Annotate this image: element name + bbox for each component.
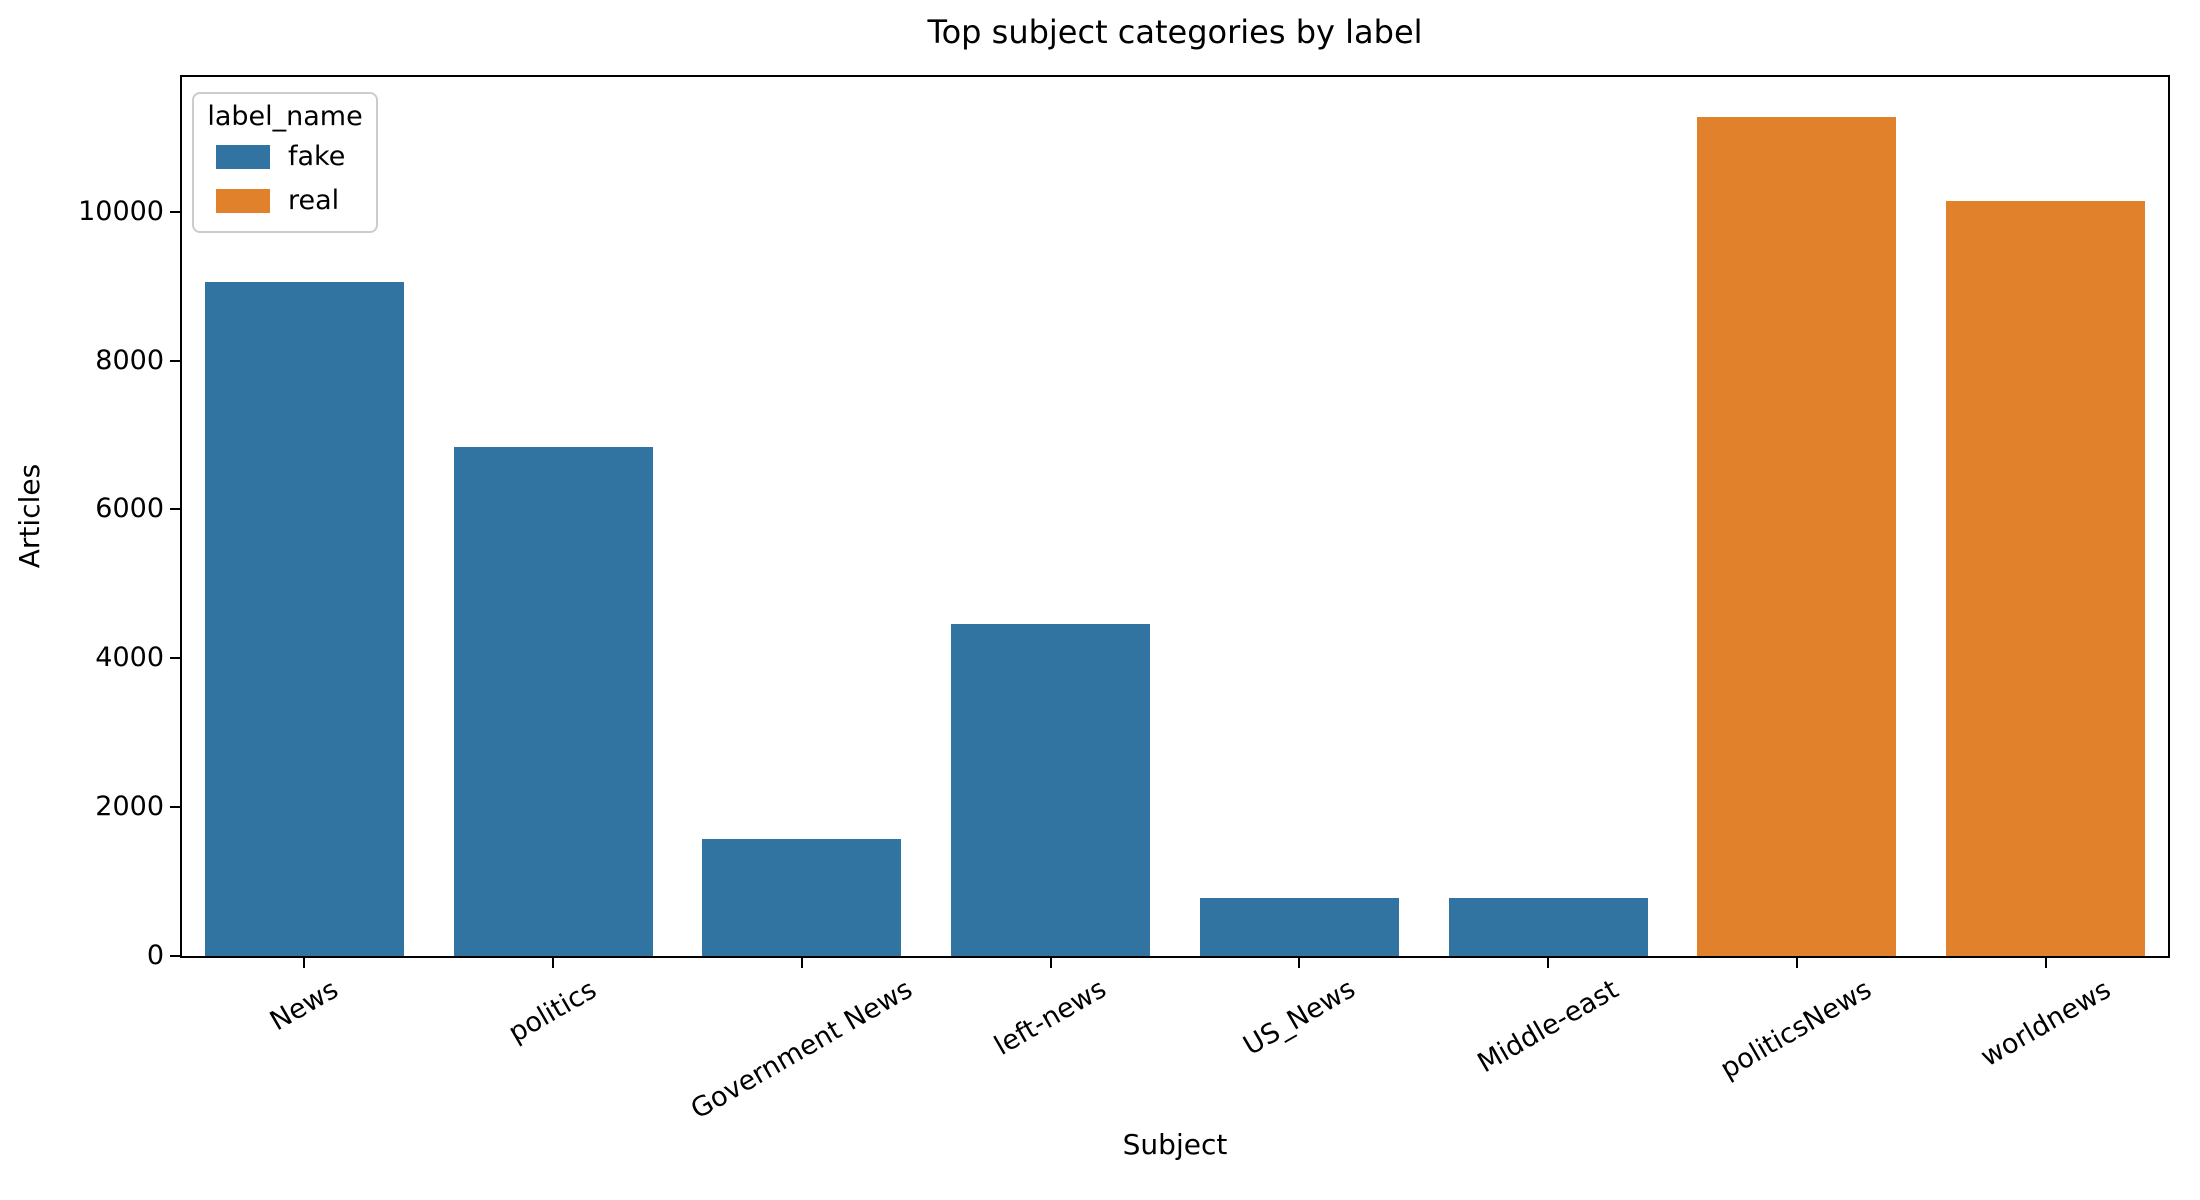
legend-label: fake [288,141,346,172]
bar-middle-east [1448,898,1648,956]
bar-us-news [1199,897,1399,956]
legend-items: fake real [194,135,376,223]
y-tick-label: 10000 [78,195,164,227]
y-axis-label: Articles [13,463,46,569]
x-tick-label-government-news: Government News [685,973,918,1126]
chart-title: Top subject categories by label [927,13,1423,51]
y-tick-label: 4000 [95,642,164,674]
bar-worldnews [1946,200,2146,956]
bar-left-news [951,624,1151,956]
y-tick-label: 8000 [95,344,164,376]
legend-swatch-fake [216,145,270,169]
x-tick-label-worldnews: worldnews [1975,973,2116,1073]
legend-label: real [288,185,340,216]
bar-government-news [702,839,902,956]
x-tick-mark [800,958,803,968]
legend-item-fake: fake [194,135,376,179]
x-tick-label-politicsnews: politicsNews [1715,973,1878,1085]
legend-item-real: real [194,179,376,223]
y-tick-label: 0 [146,940,164,971]
y-tick-mark [170,806,180,809]
y-tick-label: 6000 [95,493,164,525]
bar-politicsnews [1697,117,1897,956]
x-tick-label-left-news: left-news [989,973,1112,1063]
bar-politics [453,446,653,956]
y-tick-mark [170,359,180,362]
legend: label_name fake real [192,92,378,233]
y-tick-mark [170,657,180,660]
x-tick-mark [1298,958,1301,968]
y-tick-mark [170,508,180,511]
x-tick-label-us-news: US_News [1238,973,1361,1063]
x-tick-mark [1547,958,1550,968]
y-tick-mark [170,955,180,957]
x-tick-mark [1795,958,1798,968]
x-tick-label-news: News [264,973,344,1038]
legend-title: label_name [207,101,363,132]
x-tick-label-middle-east: Middle-east [1472,973,1624,1079]
legend-swatch-real [216,189,270,213]
x-tick-mark [303,958,306,968]
bar-news [204,282,404,956]
x-tick-mark [2044,958,2047,968]
x-tick-label-politics: politics [503,973,602,1049]
x-tick-mark [1049,958,1052,968]
x-tick-mark [552,958,555,968]
x-axis-label: Subject [1122,1128,1228,1161]
y-tick-mark [170,210,180,213]
y-tick-label: 2000 [95,791,164,823]
